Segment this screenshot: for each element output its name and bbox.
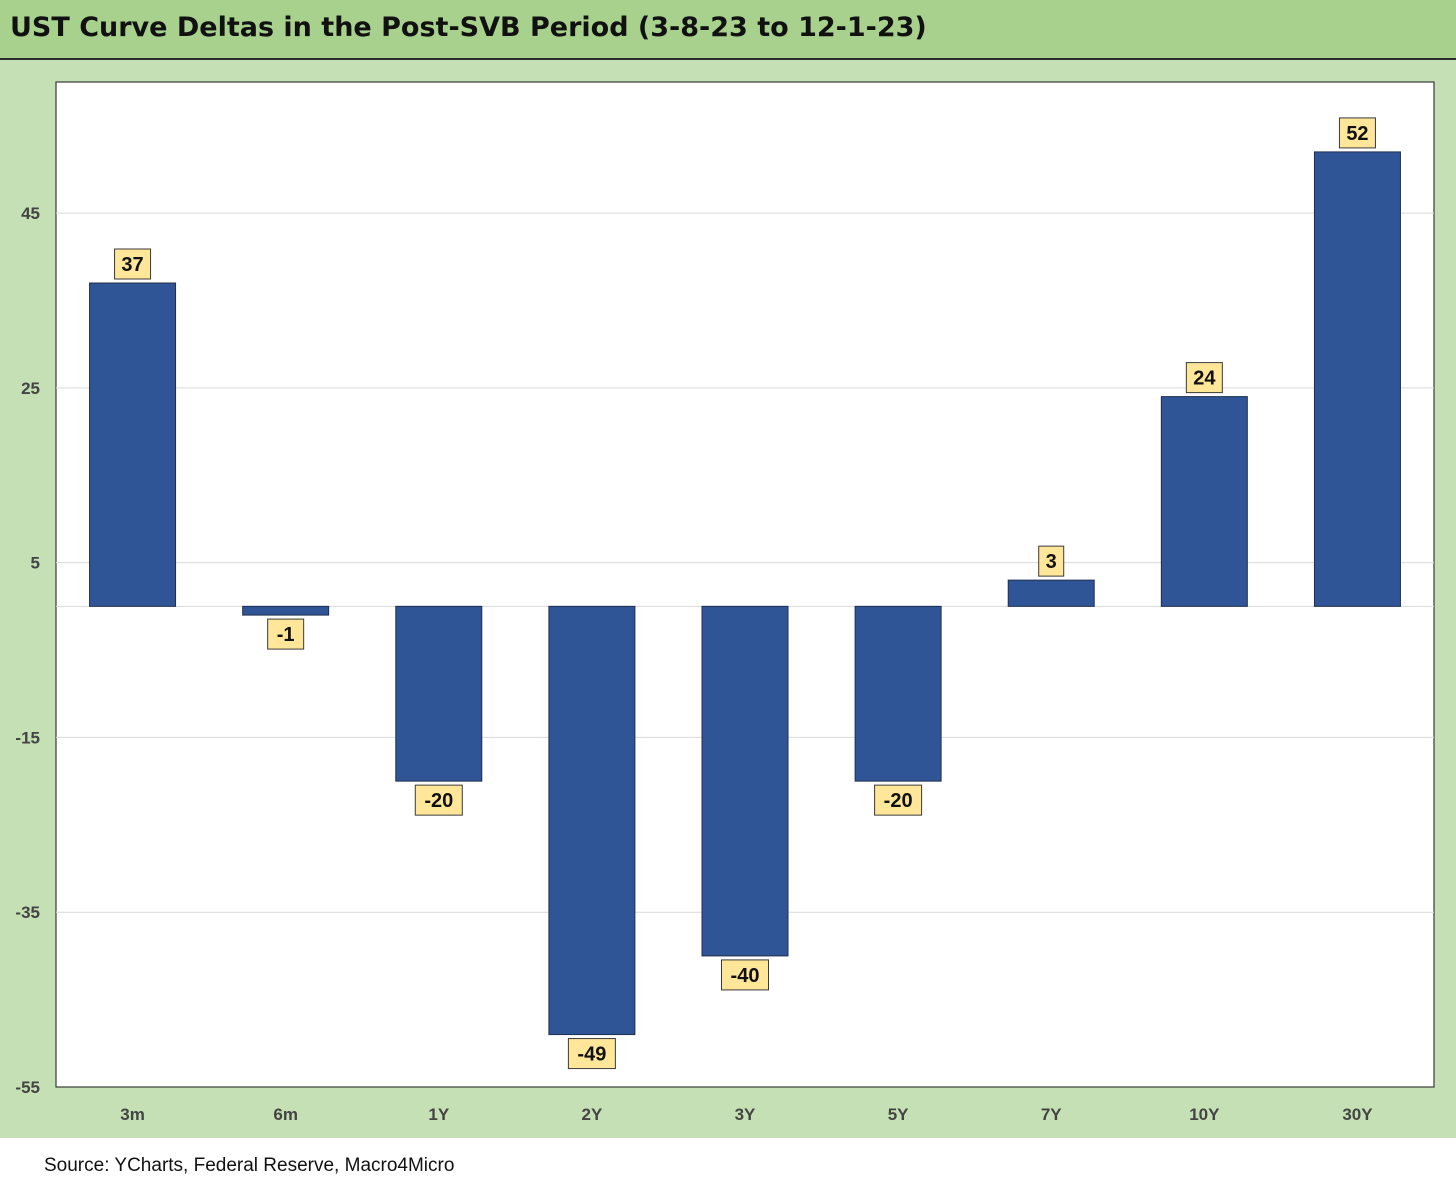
x-tick-label: 1Y xyxy=(428,1105,449,1124)
data-label: -40 xyxy=(731,965,760,987)
data-label-box xyxy=(567,1038,616,1070)
y-tick-label: -35 xyxy=(15,903,40,922)
bar xyxy=(89,282,177,607)
y-tick-label: 5 xyxy=(31,554,40,573)
chart-title: UST Curve Deltas in the Post-SVB Period … xyxy=(10,12,927,43)
title-bar: UST Curve Deltas in the Post-SVB Period … xyxy=(0,0,1456,60)
bar xyxy=(395,605,483,782)
data-label: -49 xyxy=(577,1044,606,1066)
data-label: -20 xyxy=(884,790,913,812)
data-label: 3 xyxy=(1046,551,1057,573)
data-label: -20 xyxy=(424,790,453,812)
data-label-box xyxy=(1338,117,1376,149)
y-tick-label: -55 xyxy=(15,1078,40,1097)
data-label-box xyxy=(1038,545,1065,577)
y-tick-label: -15 xyxy=(15,728,40,747)
bar xyxy=(548,605,636,1036)
data-label-box xyxy=(267,618,305,650)
source-area xyxy=(0,1138,1456,1183)
source-note: Source: YCharts, Federal Reserve, Macro4… xyxy=(44,1155,455,1176)
x-tick-label: 2Y xyxy=(581,1105,602,1124)
bar xyxy=(1007,579,1095,607)
x-tick-label: 6m xyxy=(273,1105,298,1124)
x-tick-label: 7Y xyxy=(1041,1105,1062,1124)
data-label: 24 xyxy=(1193,368,1216,390)
data-label-box xyxy=(1185,362,1223,394)
data-label-box xyxy=(721,959,769,991)
x-tick-label: 3m xyxy=(120,1105,145,1124)
bar xyxy=(701,605,789,957)
x-tick-label: 30Y xyxy=(1342,1105,1373,1124)
x-tick-label: 5Y xyxy=(888,1105,909,1124)
x-tick-label: 10Y xyxy=(1189,1105,1220,1124)
data-label: -1 xyxy=(277,624,295,646)
data-label: 37 xyxy=(121,254,143,276)
bar xyxy=(242,605,330,616)
y-tick-label: 25 xyxy=(21,379,40,398)
data-label-box xyxy=(414,784,463,816)
data-label: 52 xyxy=(1346,123,1368,145)
bar xyxy=(1313,151,1401,607)
x-tick-label: 3Y xyxy=(735,1105,756,1124)
data-label-box xyxy=(874,784,923,816)
bar xyxy=(1160,396,1248,607)
data-label-box xyxy=(114,248,152,280)
bar xyxy=(854,605,942,782)
y-tick-label: 45 xyxy=(21,204,40,223)
